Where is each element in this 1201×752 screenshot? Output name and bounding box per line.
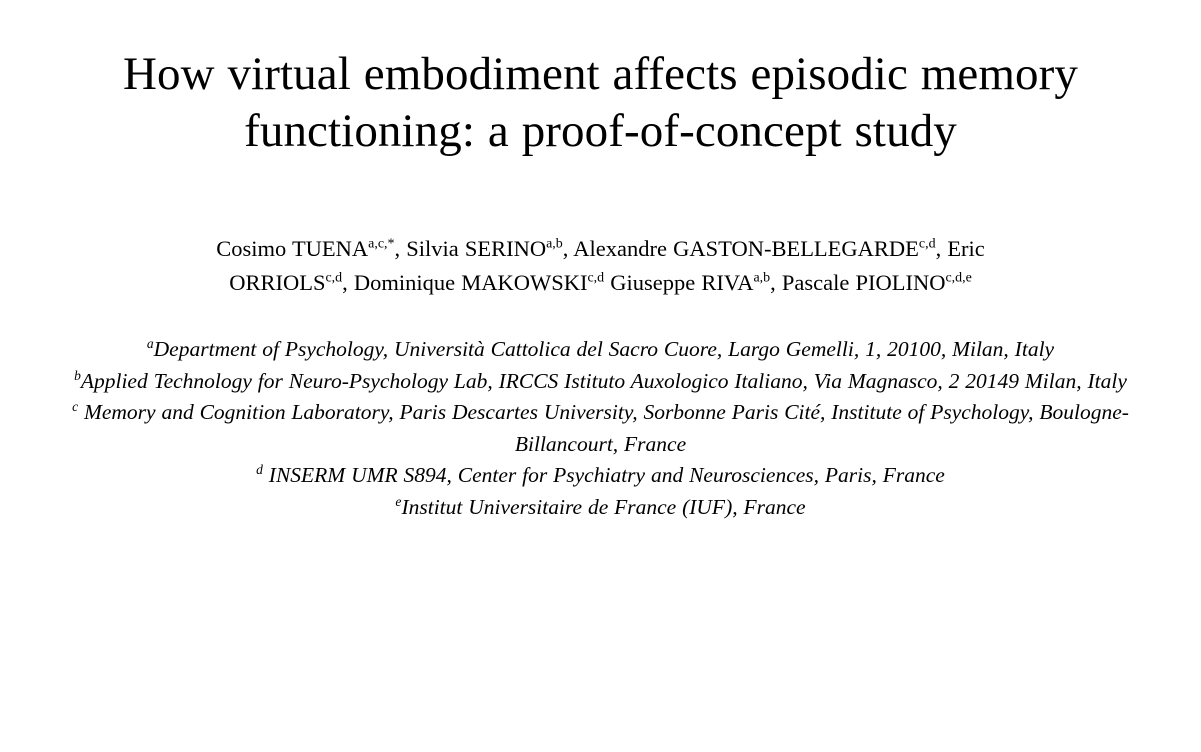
affiliation-text-c: Memory and Cognition Laboratory, Paris D…: [83, 400, 1129, 456]
affiliation-marker-b: b: [74, 367, 81, 383]
affiliation-text-d: INSERM UMR S894, Center for Psychiatry a…: [268, 463, 945, 487]
affiliation-text-e: Institut Universitaire de France (IUF), …: [401, 494, 806, 519]
affiliation-item-b: bApplied Technology for Neuro-Psychology…: [61, 366, 1141, 398]
author-affiliation-marker-orriols: c,d: [325, 270, 343, 286]
affiliation-item-c: c Memory and Cognition Laboratory, Paris…: [61, 397, 1141, 460]
author-name-serino: , Silvia SERINO: [394, 236, 547, 261]
affiliation-item-e: eInstitut Universitaire de France (IUF),…: [61, 492, 1141, 524]
author-name-orriols-last: ORRIOLS: [229, 270, 326, 295]
author-affiliation-marker-gaston-bellegarde: c,d: [918, 236, 936, 252]
author-name-orriols-first: , Eric: [935, 236, 985, 261]
author-affiliation-marker-tuena: a,c,*: [368, 236, 395, 252]
author-affiliation-marker-riva: a,b: [753, 270, 771, 286]
author-name-riva: Giuseppe RIVA: [604, 270, 754, 295]
author-affiliation-marker-serino: a,b: [546, 236, 563, 252]
title-block: How virtual embodiment affects episodic …: [96, 0, 1106, 160]
author-name-makowski: , Dominique MAKOWSKI: [342, 270, 588, 295]
author-affiliation-marker-piolino: c,d,e: [945, 270, 972, 286]
affiliation-text-b: Applied Technology for Neuro-Psychology …: [80, 368, 1127, 393]
affiliation-marker-c: c: [72, 398, 79, 414]
affiliation-item-a: aDepartment of Psychology, Università Ca…: [61, 334, 1141, 366]
affiliation-marker-d: d: [256, 461, 263, 477]
affiliation-text-a: Department of Psychology, Università Cat…: [153, 337, 1055, 361]
author-name-tuena: Cosimo TUENA: [216, 236, 369, 261]
affiliation-list: aDepartment of Psychology, Università Ca…: [61, 300, 1141, 523]
author-line-2: ORRIOLSc,d, Dominique MAKOWSKIc,d Giusep…: [56, 266, 1146, 300]
author-list: Cosimo TUENAa,c,*, Silvia SERINOa,b, Ale…: [56, 160, 1146, 300]
author-name-gaston-bellegarde: , Alexandre GASTON-BELLEGARDE: [562, 236, 919, 261]
page-title: How virtual embodiment affects episodic …: [122, 48, 1078, 157]
author-name-piolino: , Pascale PIOLINO: [770, 270, 946, 295]
affiliation-marker-e: e: [395, 493, 402, 509]
author-affiliation-marker-makowski: c,d: [587, 270, 605, 286]
affiliation-item-d: d INSERM UMR S894, Center for Psychiatry…: [61, 460, 1141, 492]
affiliation-marker-a: a: [146, 335, 154, 351]
author-line-1: Cosimo TUENAa,c,*, Silvia SERINOa,b, Ale…: [56, 232, 1146, 266]
